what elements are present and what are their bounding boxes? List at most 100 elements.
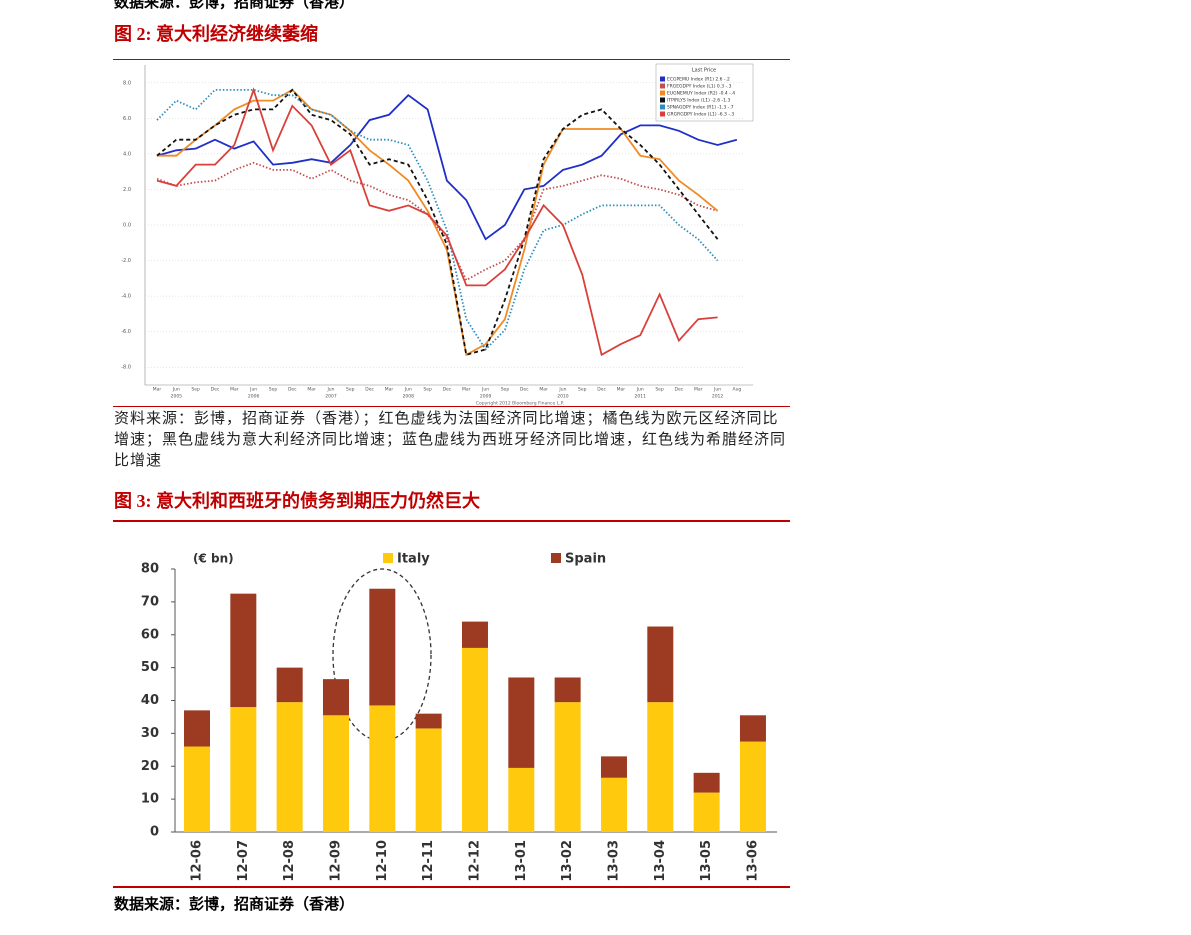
bar-segment [554,702,581,832]
rule [113,406,790,407]
legend-swatch [551,553,561,563]
y-tick-label: 50 [141,660,159,675]
x-tick-label: Mar [539,387,548,393]
x-tick-label: Jun [249,387,257,393]
bar-segment [554,677,581,703]
legend-swatch [660,83,665,89]
x-tick-label: 12-06 [190,840,205,882]
bar-segment [184,710,210,747]
unit-label: (€ bn) [193,552,234,566]
x-group-label: 2009 [480,394,492,400]
y-tick-label: -4.0 [121,294,131,300]
x-tick-label: 12-11 [421,840,436,882]
bar-segment [508,767,535,832]
x-tick-label: Sep [191,387,200,393]
x-tick-label: 13-06 [745,840,760,882]
legend-swatch [660,76,665,82]
x-tick-label: Jun [481,387,489,393]
x-tick-label: Sep [269,387,278,393]
rule [113,886,790,888]
figure-title: 图 3: 意大利和西班牙的债务到期压力仍然巨大 [114,491,480,511]
legend-box [655,63,754,122]
legend-label: SPNAGDPY Index (R1) -1.3 -.7 [667,105,734,111]
bar-segment [461,647,488,832]
x-group-label: 2012 [712,394,724,400]
x-tick-label: Jun [558,387,566,393]
y-tick-label: 60 [141,627,159,642]
legend-label: EUGNEMUY Index (R2) -0.4 -.4 [667,91,735,97]
y-tick-label: 20 [141,759,159,774]
x-tick-label: Dec [520,387,529,393]
x-tick-label: Dec [597,387,606,393]
y-tick-label: 0.0 [123,223,131,229]
bar-segment [600,777,627,832]
x-tick-label: Mar [153,387,162,393]
figure-source: 资料来源：彭博，招商证券（香港）；红色虚线为法国经济同比增速；橘色线为欧元区经济… [114,411,787,469]
bar-segment [600,756,627,778]
x-group-label: 2011 [635,394,647,400]
x-tick-label: 12-07 [236,840,251,882]
legend-label: Italy [397,552,430,567]
bar-segment [647,626,674,703]
y-tick-label: 2.0 [123,187,131,193]
figure-title: 图 2: 意大利经济继续萎缩 [114,24,318,44]
bar-segment [739,715,766,742]
series-line [156,94,738,241]
x-tick-label: Dec [288,387,297,393]
x-tick-label: 12-08 [282,840,297,882]
x-tick-label: Dec [365,387,374,393]
x-group-label: 2006 [248,394,260,400]
x-tick-label: Mar [230,387,239,393]
bar-segment [230,707,257,832]
x-tick-label: 13-03 [606,840,621,882]
legend-label: ITPIRLYS Index (L1) -2.6 -1.3 [667,98,730,104]
y-tick-label: 6.0 [123,116,131,122]
x-tick-label: Mar [307,387,316,393]
x-tick-label: Sep [501,387,510,393]
bar-segment [369,705,396,832]
legend-label: Spain [565,552,606,567]
rule [113,520,790,522]
legend-label: ECGPEMU Index (R1) 2.6 -.2 [667,77,730,83]
legend-title: Last Price [692,68,716,74]
bar-segment [276,702,303,832]
bar-segment [322,715,349,832]
y-tick-label: 4.0 [123,151,131,157]
y-tick-label: 80 [141,562,159,577]
x-tick-label: 12-09 [328,840,343,882]
x-group-label: 2005 [171,394,183,400]
bar-segment [647,702,674,832]
x-tick-label: Aug [733,387,742,393]
x-tick-label: Sep [423,387,432,393]
x-tick-label: 13-02 [560,840,575,882]
legend-swatch [660,111,665,117]
header-fragment: 数据来源：彭博，招商证券（香港） [114,0,355,11]
x-tick-label: Dec [443,387,452,393]
y-tick-label: 30 [141,726,159,741]
bar-segment [415,713,442,729]
figure-source: 数据来源：彭博，招商证券（香港） [114,897,355,913]
x-tick-label: 12-12 [467,840,482,882]
series-line [156,87,718,357]
x-tick-label: 12-10 [375,840,390,882]
x-tick-label: Sep [346,387,355,393]
bar-segment [693,772,720,793]
y-tick-label: 70 [141,594,159,609]
copyright: Copyright 2012 Bloomberg Finance L.P. [476,401,564,407]
y-tick-label: -6.0 [121,329,131,335]
y-tick-label: -2.0 [121,258,131,264]
x-tick-label: 13-05 [699,840,714,882]
y-tick-label: 0 [150,825,159,840]
y-tick-label: -8.0 [121,365,131,371]
x-tick-label: Mar [617,387,626,393]
x-tick-label: Jun [404,387,412,393]
x-tick-label: Dec [211,387,220,393]
x-tick-label: Sep [578,387,587,393]
rule [113,59,790,60]
bar-segment [369,588,396,706]
bar-segment [230,593,257,708]
x-tick-label: Jun [713,387,721,393]
legend-swatch [383,553,393,563]
x-tick-label: 13-04 [653,840,668,882]
